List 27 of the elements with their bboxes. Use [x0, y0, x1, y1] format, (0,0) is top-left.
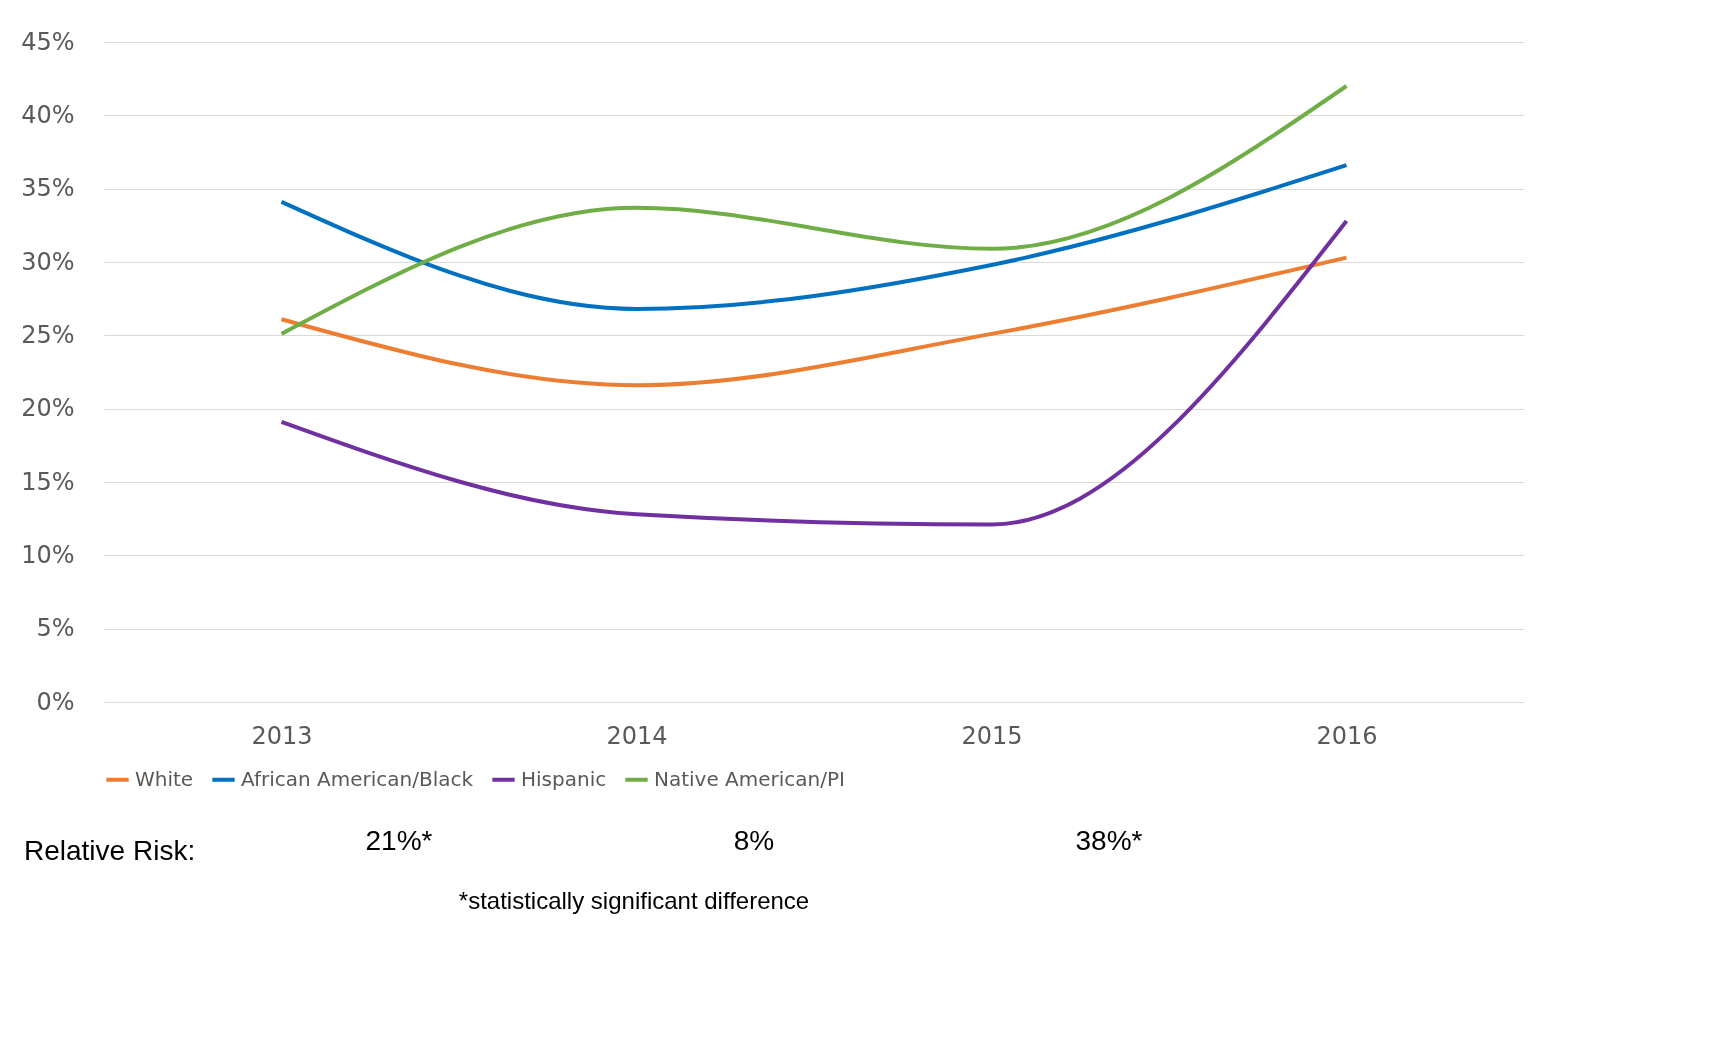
y-tick-label: 35% [21, 174, 75, 203]
y-tick-label: 20% [21, 394, 75, 423]
line-series [279, 84, 1349, 336]
text: 38%* [1075, 825, 1143, 856]
text: 8% [733, 825, 775, 856]
line-series [279, 218, 1349, 527]
legend-label: Hispanic [521, 766, 607, 791]
text: Relative Risk: [24, 835, 196, 866]
y-tick-label: 10% [21, 540, 75, 569]
y-tick-label: 40% [21, 100, 75, 129]
y-tick-label: 45% [21, 27, 75, 56]
legend-label: Native American/PI [654, 766, 845, 791]
y-tick-label: 30% [21, 247, 75, 276]
x-tick-label: 2016 [1316, 721, 1378, 750]
text: 21%* [365, 825, 433, 856]
y-tick-label: 15% [21, 467, 75, 496]
legend-label: White [135, 766, 194, 791]
legend-label: African American/Black [241, 766, 474, 791]
line-series [279, 255, 1349, 388]
x-tick-label: 2015 [961, 721, 1023, 750]
y-tick-label: 0% [36, 687, 75, 716]
y-tick-label: 5% [36, 614, 75, 643]
x-tick-label: 2013 [251, 721, 313, 750]
text: *statistically significant difference [458, 887, 810, 914]
line-series [279, 163, 1349, 311]
y-tick-label: 25% [21, 320, 75, 349]
x-tick-label: 2014 [606, 721, 668, 750]
